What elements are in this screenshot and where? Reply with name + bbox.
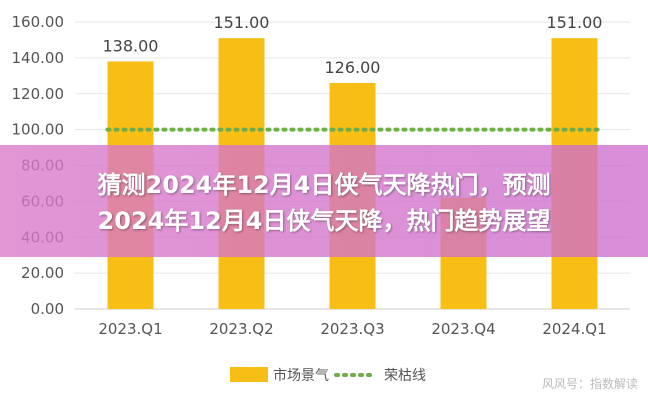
legend-label-line: 荣枯线 bbox=[384, 368, 426, 384]
x-tick-label: 2023.Q1 bbox=[98, 320, 162, 338]
data-labels: 138.00 151.00 126.00 151.00 bbox=[103, 13, 603, 77]
data-label: 151.00 bbox=[214, 13, 270, 32]
data-label: 126.00 bbox=[325, 58, 381, 77]
y-tick-label: 0.00 bbox=[31, 300, 64, 318]
y-tick-label: 160.00 bbox=[12, 13, 65, 31]
data-label: 151.00 bbox=[547, 13, 603, 32]
title-overlay-banner: 猜测2024年12月4日侠气天降热门，预测 2024年12月4日侠气天降，热门趋… bbox=[0, 145, 648, 257]
overlay-title-line-1: 猜测2024年12月4日侠气天降热门，预测 bbox=[97, 171, 551, 199]
y-tick-label: 100.00 bbox=[12, 121, 65, 139]
x-tick-label: 2024.Q1 bbox=[542, 320, 606, 338]
legend-swatch-bar bbox=[230, 367, 268, 382]
x-tick-label: 2023.Q4 bbox=[431, 320, 495, 338]
x-tick-label: 2023.Q2 bbox=[209, 320, 273, 338]
y-tick-label: 140.00 bbox=[12, 49, 65, 67]
y-tick-label: 120.00 bbox=[12, 85, 65, 103]
legend-label-bar: 市场景气 bbox=[273, 367, 329, 384]
x-tick-label: 2023.Q3 bbox=[320, 320, 384, 338]
y-tick-label: 20.00 bbox=[21, 264, 64, 282]
overlay-title-line-2: 2024年12月4日侠气天降，热门趋势展望 bbox=[97, 207, 551, 235]
x-axis-ticks: 2023.Q1 2023.Q2 2023.Q3 2023.Q4 2024.Q1 bbox=[98, 320, 606, 338]
watermark: 风风号：指数解读 bbox=[541, 377, 638, 391]
legend: 市场景气 荣枯线 bbox=[230, 367, 426, 384]
data-label: 138.00 bbox=[103, 36, 159, 55]
